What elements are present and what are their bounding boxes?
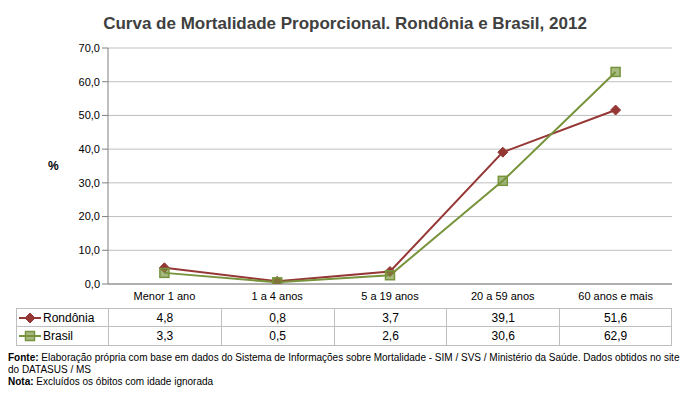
svg-text:50,0: 50,0	[79, 109, 100, 121]
html-text:3,7: 3,7	[382, 311, 399, 325]
html-text:62,9: 62,9	[603, 329, 628, 343]
svg-text:Menor 1 ano: Menor 1 ano	[134, 290, 196, 302]
svg-text:1 a 4 anos: 1 a 4 anos	[252, 290, 304, 302]
svg-text:0,0: 0,0	[85, 278, 100, 290]
html-text:0,8: 0,8	[269, 311, 286, 325]
html-text:51,6: 51,6	[603, 311, 628, 325]
svg-text:30,0: 30,0	[79, 177, 100, 189]
html-text:0,5: 0,5	[269, 329, 286, 343]
svg-text:20 a 59 anos: 20 a 59 anos	[471, 290, 535, 302]
html-text:Fonte: Elaboração própria com: Fonte: Elaboração própria com base em da…	[8, 352, 680, 375]
svg-text:10,0: 10,0	[79, 244, 100, 256]
html-text:4,8: 4,8	[156, 311, 174, 325]
html-text:Nota: Excluídos os óbitos com: Nota: Excluídos os óbitos com idade igno…	[8, 376, 214, 387]
html-text:2,6: 2,6	[382, 329, 399, 343]
svg-text:%: %	[48, 159, 59, 173]
svg-text:5 a 19 anos: 5 a 19 anos	[361, 290, 419, 302]
html-text:39,1: 39,1	[491, 311, 515, 325]
html-text:3,3: 3,3	[156, 329, 174, 343]
svg-text:70,0: 70,0	[79, 42, 100, 54]
svg-text:60 anos e mais: 60 anos e mais	[578, 290, 653, 302]
svg-text:40,0: 40,0	[79, 143, 100, 155]
svg-text:60,0: 60,0	[79, 76, 100, 88]
html-text:30,6: 30,6	[491, 329, 515, 343]
svg-text:20,0: 20,0	[79, 210, 100, 222]
html-text:Curva de Mortalidade Proporcio: Curva de Mortalidade Proporcional. Rondô…	[103, 14, 587, 33]
html-text:Rondônia: Rondônia	[43, 310, 95, 325]
html-text:Brasil: Brasil	[43, 329, 73, 343]
